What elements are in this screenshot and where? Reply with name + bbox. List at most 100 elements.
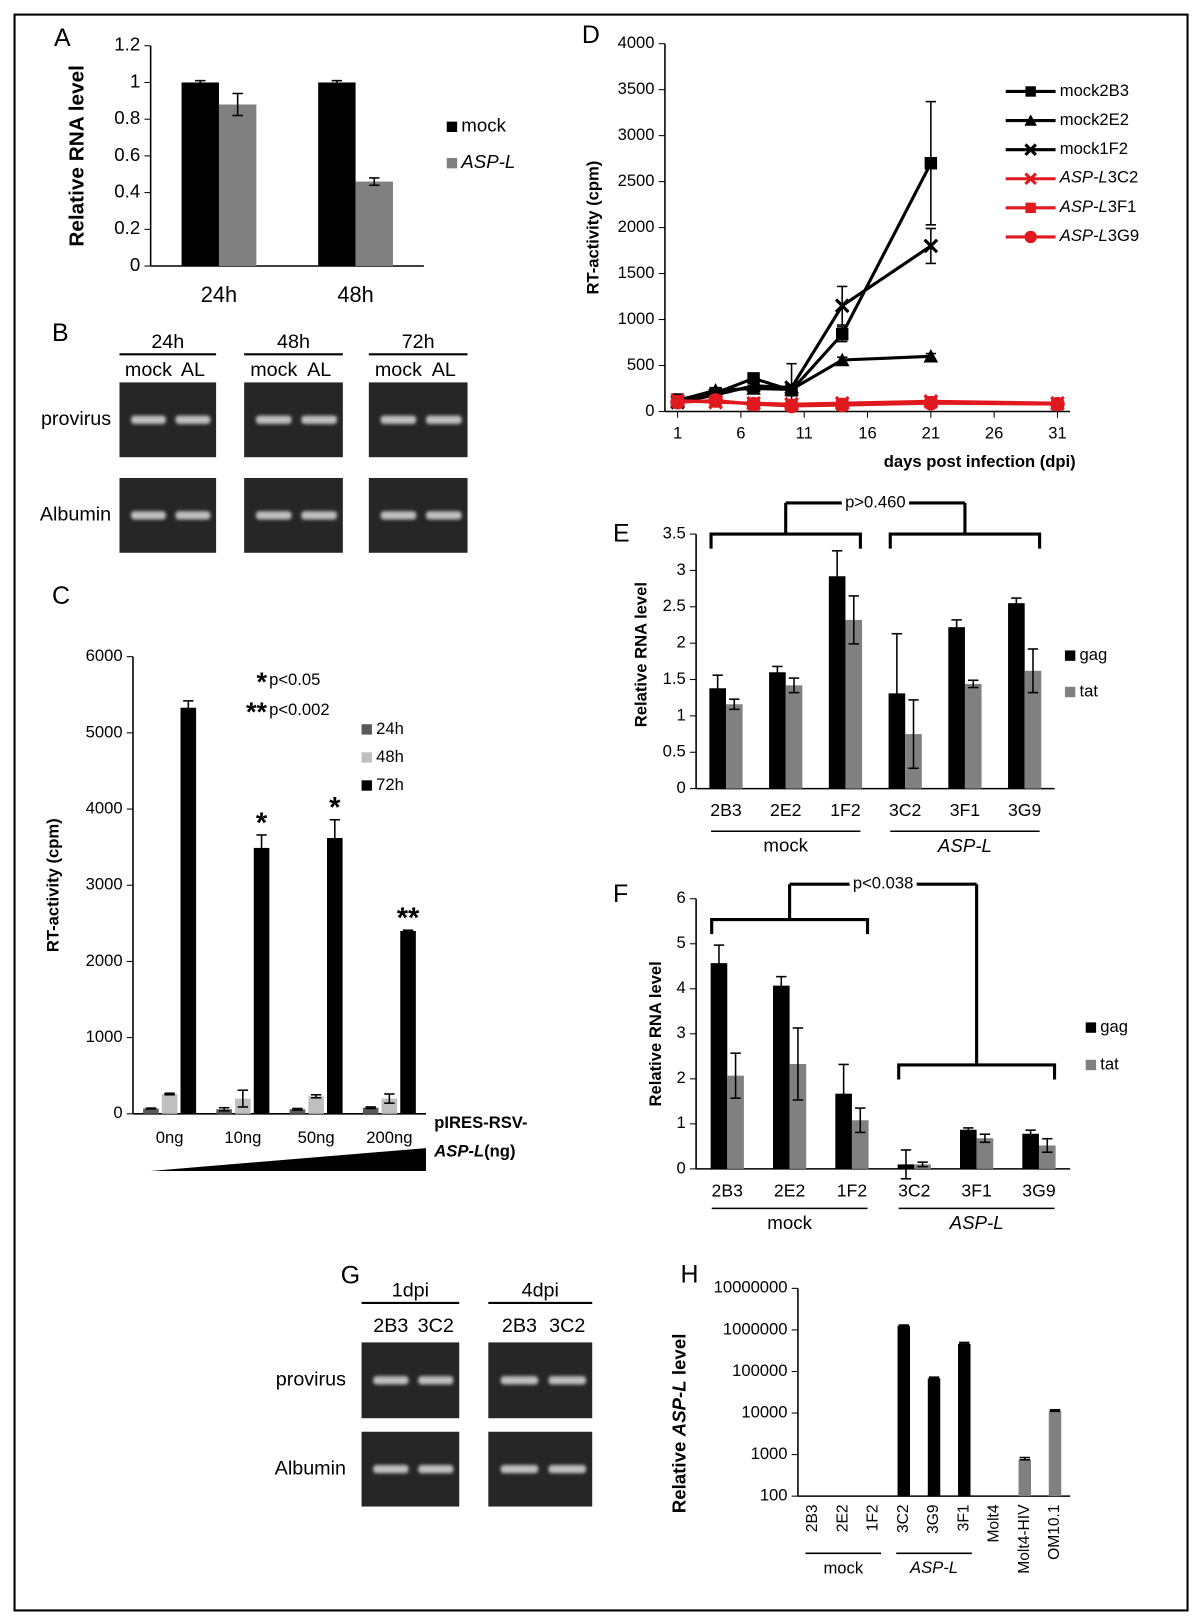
bar (308, 1096, 324, 1114)
x-tick-label: 6 (736, 424, 745, 443)
bar (845, 619, 863, 789)
legend-label: ASP-L3G9 (1059, 226, 1139, 245)
legend-swatch (361, 724, 372, 735)
marker (924, 156, 938, 170)
bar (927, 1378, 941, 1497)
legend-marker (1024, 143, 1037, 156)
text-part: ASP-L (1059, 197, 1108, 216)
bracket (710, 884, 870, 935)
text-part: ASP-L (1059, 226, 1108, 245)
y-tick-label: 1.2 (114, 34, 140, 55)
gel-row-label: Albumin (40, 504, 111, 526)
marker (834, 397, 850, 413)
y-axis-label: Relative ASP-L level (668, 1334, 689, 1514)
text-part: ASP-L (1059, 168, 1108, 187)
y-tick-label: 1000 (618, 309, 655, 328)
x-tick-label: 26 (985, 424, 1003, 443)
legend-label: mock (461, 115, 506, 136)
y-tick-label: 100000 (732, 1361, 787, 1380)
legend-label: 48h (376, 747, 404, 766)
y-tick-label: 2000 (86, 951, 123, 970)
x-tick-label: Molt4 (986, 1504, 1003, 1542)
bar (976, 1138, 994, 1169)
text-part: pIRES-RSV- (434, 1114, 527, 1133)
x-tick-label: OM10.1 (1046, 1504, 1063, 1559)
y-tick-label: 3000 (618, 125, 655, 144)
gel-band (426, 415, 462, 424)
legend-label: ASP-L (460, 151, 515, 172)
y-tick-label: 1000 (86, 1027, 123, 1046)
gel-band (380, 415, 417, 424)
x-tick-label: 3C2 (898, 1180, 930, 1200)
text-part: 3G9 (1108, 226, 1139, 245)
y-tick-label: 0 (676, 1158, 685, 1177)
bar (958, 1343, 971, 1497)
x-axis-label: ASP-L(ng) (433, 1142, 515, 1161)
x-tick-label: 3G9 (1008, 800, 1041, 820)
y-axis-label: Relative RNA level (65, 65, 88, 247)
y-tick-label: 10000 (741, 1402, 787, 1421)
text-part: ASP-L (937, 835, 992, 856)
bar (897, 1325, 911, 1497)
legend-label: tat (1079, 681, 1098, 700)
bar (327, 838, 343, 1114)
text-part: ASP-L (433, 1142, 484, 1161)
x-tick-label: 16 (858, 424, 876, 443)
text-part: Relative (668, 1436, 689, 1513)
legend-swatch (1085, 1022, 1097, 1033)
y-tick-label: 3000 (86, 875, 123, 894)
y-axis-label: RT-activity (cpm) (43, 818, 62, 952)
gel-group-label: 48h (277, 331, 310, 353)
series-line (677, 244, 932, 404)
gel-band (380, 511, 417, 520)
y-tick-label: 0.8 (114, 107, 140, 128)
panel-label: E (613, 520, 630, 548)
x-axis-label: days post infection (dpi) (884, 452, 1076, 471)
gel-band (131, 415, 166, 424)
gel-band (500, 1464, 539, 1474)
bar (1022, 1133, 1039, 1169)
bar (709, 688, 726, 789)
gel-lane-label: AL (432, 359, 456, 381)
legend-swatch (446, 121, 458, 132)
bracket (897, 884, 1057, 1080)
legend-swatch (361, 752, 372, 763)
y-tick-label: 4000 (86, 798, 123, 817)
bar (727, 1075, 744, 1169)
y-tick-label: 3 (676, 1023, 685, 1042)
panel-label: B (52, 319, 69, 347)
gel-lane-label: 3C2 (418, 1315, 454, 1337)
y-tick-label: 0.5 (663, 742, 686, 761)
legend-marker (1024, 172, 1037, 186)
y-tick-label: 0.6 (114, 144, 140, 165)
legend-swatch (1064, 650, 1076, 661)
bar (289, 1109, 306, 1114)
gel-row-label: provirus (276, 1369, 346, 1391)
dose-wedge (150, 1148, 426, 1171)
gel-band (426, 511, 462, 520)
y-axis-label: Relative RNA level (631, 582, 650, 727)
gel-group-label: 1dpi (392, 1280, 429, 1302)
panel-label: G (341, 1262, 360, 1290)
x-tick-label: 21 (922, 424, 940, 443)
y-tick-label: 5 (676, 933, 685, 952)
x-tick-label: 2B3 (804, 1504, 821, 1532)
gel-band (301, 415, 337, 424)
significance-label: p<0.05 (269, 670, 320, 689)
group-label: ASP-L (937, 835, 992, 856)
legend-label: ASP-L3C2 (1059, 168, 1138, 187)
gel-lane-label: 3C2 (549, 1315, 585, 1337)
y-tick-label: 6 (676, 888, 685, 907)
group-label: mock (823, 1558, 863, 1577)
legend-label: mock2B3 (1060, 81, 1129, 100)
bar (769, 672, 786, 789)
group-label: mock (763, 835, 808, 856)
legend-marker (1025, 202, 1036, 214)
figure-border (13, 13, 1189, 1612)
x-tick-label: 0ng (156, 1128, 184, 1147)
group-label: ASP-L (949, 1212, 1004, 1233)
significance-mark: * (329, 792, 341, 824)
significance-symbol: ** (246, 697, 268, 727)
x-axis-label: pIRES-RSV- (434, 1114, 527, 1133)
gel-lane-label: 2B3 (373, 1315, 408, 1337)
